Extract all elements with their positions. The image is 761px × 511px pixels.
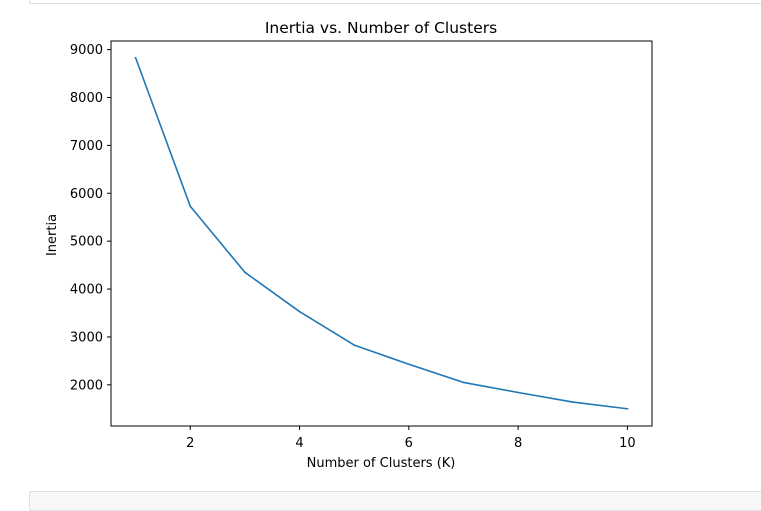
series-layer: [134, 56, 629, 410]
data-point: [298, 310, 301, 313]
ticks-layer: 2 4 6 8 10 2000 3000 4000 5000 6000 7000 8000 9000: [70, 43, 636, 451]
x-tick-label: 2: [186, 436, 194, 451]
data-point: [189, 205, 192, 208]
data-point: [462, 381, 465, 384]
x-tick-label: 10: [619, 436, 636, 451]
data-point: [134, 56, 137, 59]
y-tick-label: 6000: [70, 187, 103, 202]
notebook-cell-top-edge: [29, 0, 761, 4]
series-line: [134, 56, 629, 410]
data-point: [408, 363, 410, 366]
data-point: [626, 407, 629, 410]
x-tick-label: 4: [295, 436, 303, 451]
data-point: [517, 391, 519, 394]
x-tick-label: 8: [514, 436, 522, 451]
plot-area-frame: [110, 40, 653, 427]
x-axis-title: Number of Clusters (K): [307, 456, 456, 471]
x-tick-label: 6: [405, 436, 413, 451]
y-tick-label: 9000: [70, 43, 103, 58]
data-point: [353, 344, 355, 346]
y-tick-label: 2000: [70, 378, 103, 393]
notebook-cell-bottom-edge: [29, 491, 761, 511]
y-tick-label: 3000: [70, 330, 103, 345]
y-tick-label: 4000: [70, 283, 103, 298]
y-tick-label: 8000: [70, 91, 103, 106]
y-tick-label: 5000: [70, 235, 103, 250]
data-point: [571, 401, 574, 403]
y-axis-title: Inertia: [45, 214, 60, 256]
data-point: [244, 271, 246, 274]
chart-title: Inertia vs. Number of Clusters: [265, 19, 497, 37]
y-tick-label: 7000: [70, 139, 103, 154]
